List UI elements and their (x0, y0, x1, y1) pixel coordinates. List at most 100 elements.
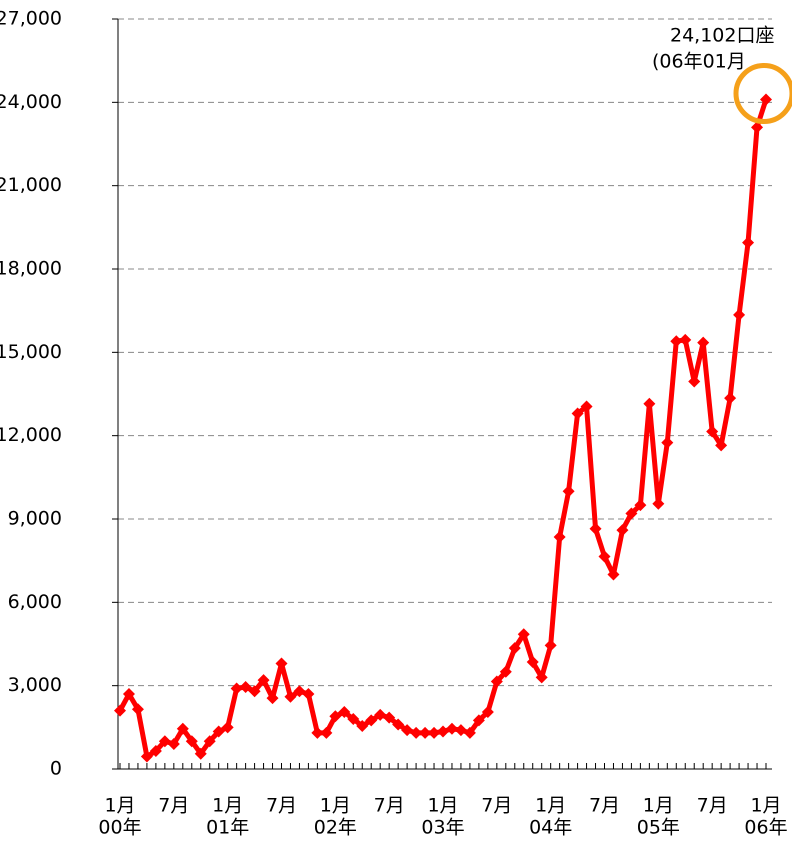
data-point (454, 724, 467, 737)
data-point (733, 308, 746, 321)
data-point (158, 735, 171, 748)
data-point (679, 333, 692, 346)
data-point (553, 531, 566, 544)
data-point (499, 665, 512, 678)
data-point (257, 674, 270, 687)
data-point (320, 726, 333, 739)
data-point (230, 682, 243, 695)
y-tick-label: 9,000 (8, 508, 62, 530)
data-point (203, 735, 216, 748)
data-point (643, 397, 656, 410)
data-point (338, 706, 351, 719)
data-point (589, 522, 602, 535)
data-point (239, 681, 252, 694)
data-point (194, 747, 207, 760)
data-point (535, 671, 548, 684)
x-tick-label: 7月 (589, 795, 620, 817)
data-point (302, 688, 315, 700)
data-point (140, 750, 153, 763)
data-point (221, 721, 234, 734)
data-point (176, 722, 189, 735)
data-point (670, 335, 683, 348)
data-point (445, 722, 458, 735)
data-point (571, 407, 584, 420)
x-group-label: 06年 (744, 817, 787, 839)
x-tick-label: 7月 (481, 795, 512, 817)
data-point (562, 485, 575, 498)
y-tick-label: 12,000 (0, 424, 62, 446)
y-tick-label: 27,000 (0, 8, 62, 30)
data-point (356, 719, 369, 732)
data-point (580, 400, 593, 413)
x-tick-label: 7月 (374, 795, 405, 817)
data-point (634, 499, 647, 512)
data-point (167, 738, 180, 750)
x-tick-label: 1月 (320, 795, 351, 817)
data-point (625, 507, 638, 520)
data-point (751, 121, 764, 134)
data-point (598, 550, 611, 563)
data-point (517, 628, 530, 641)
data-point (472, 714, 485, 727)
data-point (266, 692, 279, 705)
data-point (428, 726, 441, 739)
data-point (526, 656, 539, 669)
data-point (760, 93, 772, 106)
data-point (311, 726, 324, 739)
x-tick-label: 7月 (266, 795, 297, 817)
x-tick-label: 7月 (697, 795, 728, 817)
data-point (706, 425, 719, 438)
x-group-label: 02年 (314, 817, 357, 839)
data-point (616, 524, 629, 537)
data-point (661, 436, 674, 449)
data-point (697, 336, 710, 349)
data-point (284, 690, 297, 703)
data-point (481, 706, 494, 719)
data-point (374, 708, 387, 721)
data-point (490, 675, 503, 688)
data-point (185, 735, 198, 748)
data-point (131, 703, 144, 716)
x-group-label: 04年 (529, 817, 572, 839)
y-tick-label: 3,000 (8, 674, 62, 696)
x-tick-label: 1月 (104, 795, 135, 817)
data-point (437, 725, 449, 738)
y-tick-label: 18,000 (0, 258, 62, 280)
data-point (212, 725, 225, 738)
data-point (293, 685, 306, 698)
highlight-circle (733, 63, 792, 124)
x-group-label: 01年 (206, 817, 249, 839)
data-point (508, 642, 521, 655)
data-point (248, 685, 261, 698)
y-tick-label: 24,000 (0, 91, 62, 113)
data-point (365, 714, 378, 727)
data-line (117, 98, 769, 759)
data-point (724, 392, 737, 405)
data-point (742, 236, 755, 249)
data-point (410, 726, 423, 739)
data-point (652, 497, 665, 510)
x-tick-label: 1月 (750, 795, 781, 817)
data-point (392, 718, 405, 731)
x-group-label: 00年 (98, 817, 141, 839)
data-point (688, 375, 701, 388)
data-point (419, 726, 432, 739)
x-tick-label: 1月 (535, 795, 566, 817)
data-point (607, 568, 620, 581)
y-tick-label: 21,000 (0, 174, 62, 196)
y-tick-label: 6,000 (8, 591, 62, 613)
data-point (383, 711, 396, 724)
x-group-label: 03年 (421, 817, 464, 839)
x-tick-label: 1月 (427, 795, 458, 817)
x-group-label: 05年 (637, 817, 680, 839)
data-point (114, 704, 126, 717)
data-point (401, 724, 414, 737)
data-point (347, 713, 360, 725)
data-point (463, 726, 476, 739)
x-tick-label: 1月 (212, 795, 243, 817)
data-point (544, 639, 557, 652)
data-point (715, 439, 728, 452)
x-tick-label: 1月 (643, 795, 674, 817)
data-point (329, 710, 342, 723)
